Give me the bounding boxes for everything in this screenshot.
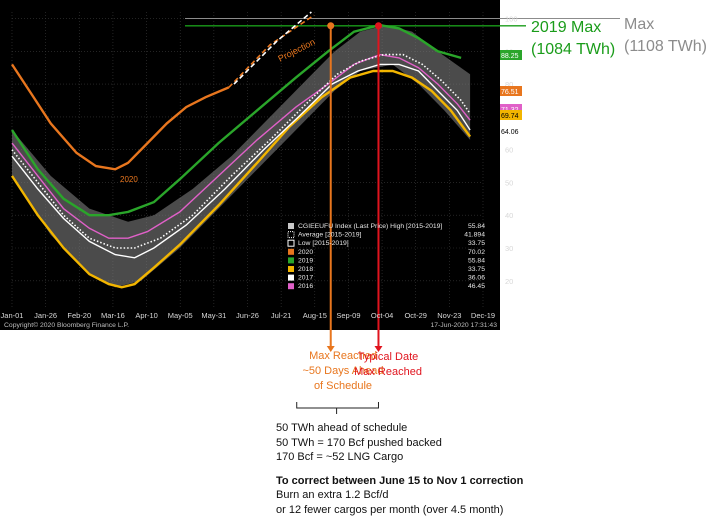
note-line-4: Burn an extra 1.2 Bcf/d xyxy=(276,489,389,501)
callout-typical-date: Typical Date Max Reached xyxy=(348,350,428,380)
callout-orange-line3: of Schedule xyxy=(313,380,373,392)
legend-swatch xyxy=(288,223,294,229)
legend-swatch xyxy=(288,257,294,264)
legend-value: 33.75 xyxy=(468,240,485,247)
x-tick-label: Sep-09 xyxy=(336,311,360,320)
note-line-3: 170 Bcf = ~52 LNG Cargo xyxy=(276,451,404,463)
series-line-average-2015-2019- xyxy=(11,53,471,249)
x-tick-label: Jul-21 xyxy=(271,311,291,320)
chart-panel: Projection2020203040506070809010088.2576… xyxy=(0,0,620,414)
value-tag xyxy=(500,126,522,136)
x-tick-label: Apr-10 xyxy=(135,311,158,320)
annotation-2019-max-value: (1084 TWh) xyxy=(531,41,616,58)
series-line-2020 xyxy=(10,63,230,171)
callout-orange-line2: ~50 Days Ahead xyxy=(302,365,384,377)
note-line-5: or 12 fewer cargos per month (over 4.5 m… xyxy=(276,503,504,516)
y-tick-label: 80 xyxy=(505,80,513,89)
x-tick-label: Feb-20 xyxy=(67,311,91,320)
legend-value: 33.75 xyxy=(468,266,485,273)
legend-value: 55.84 xyxy=(468,257,485,264)
y-tick-label: 20 xyxy=(505,277,513,286)
series-label-2020: 2020 xyxy=(120,175,138,184)
footer-copyright: Copyright© 2020 Bloomberg Finance L.P. xyxy=(4,321,129,329)
legend-value: 46.45 xyxy=(468,283,485,290)
notes-block: 50 TWh ahead of schedule 50 TWh = 170 Bc… xyxy=(276,421,523,517)
legend-swatch xyxy=(288,248,294,255)
x-tick-label: Mar-16 xyxy=(101,311,125,320)
series-line-projection xyxy=(228,14,315,88)
series-line-2016 xyxy=(11,53,471,239)
annotation-2019-max: 2019 Max xyxy=(531,19,602,36)
series-line-2017 xyxy=(11,63,471,259)
legend-label: Average [2015-2019] xyxy=(298,232,361,239)
x-tick-label: May-05 xyxy=(168,311,193,320)
legend-value: 41.894 xyxy=(464,232,485,239)
marker-dot-max-reached xyxy=(327,22,335,30)
y-tick-label: 30 xyxy=(505,244,513,253)
annotation-max: Max xyxy=(624,16,655,33)
legend-swatch xyxy=(287,231,295,239)
series-line-2018 xyxy=(10,69,472,289)
value-tag xyxy=(500,50,522,60)
y-tick-label: 100 xyxy=(505,15,518,24)
arrow-head xyxy=(374,346,383,352)
value-tag xyxy=(500,110,522,120)
legend-label: 2017 xyxy=(298,275,313,282)
range-band xyxy=(12,25,471,288)
callout-red-line2: Max Reached xyxy=(354,366,422,378)
legend-label: 2018 xyxy=(298,266,313,273)
value-tag-text: 64.06 xyxy=(501,129,519,136)
x-tick-label: Oct-29 xyxy=(404,311,427,320)
marker-dot-typical-date xyxy=(374,22,382,30)
legend-value: 70.02 xyxy=(468,249,485,256)
x-tick-label: Aug-15 xyxy=(303,311,327,320)
x-tick-label: Jun-26 xyxy=(236,311,259,320)
value-tag-text: 88.25 xyxy=(501,53,519,60)
x-tick-label: Oct-04 xyxy=(371,311,394,320)
value-tag-text: 69.74 xyxy=(501,113,519,120)
callout-red-line1: Typical Date xyxy=(357,351,419,363)
value-tag xyxy=(500,86,522,96)
annotation-max-value: (1108 TWh) xyxy=(624,38,707,55)
projection-label: Projection xyxy=(276,37,316,64)
legend-value: 55.84 xyxy=(468,223,485,230)
x-tick-label: May-31 xyxy=(201,311,226,320)
legend-value: 36.06 xyxy=(468,275,485,282)
legend-swatch xyxy=(288,266,294,272)
bracket xyxy=(296,402,379,414)
arrow-head xyxy=(326,346,335,352)
legend-swatch xyxy=(288,283,294,290)
x-tick-label: Nov-23 xyxy=(437,311,461,320)
note-line-1: 50 TWh ahead of schedule xyxy=(276,422,408,434)
legend-label: CGIEEUFU Index (Last Price) High [2015-2… xyxy=(298,223,442,230)
x-tick-label: Dec-19 xyxy=(471,311,495,320)
footer-timestamp: 17-Jun-2020 17:31:43 xyxy=(430,322,497,329)
y-tick-label: 60 xyxy=(505,146,513,155)
x-tick-label: Jan-26 xyxy=(34,311,57,320)
value-tag-text: 76.51 xyxy=(501,89,519,96)
note-line-2: 50 TWh = 170 Bcf pushed backed xyxy=(276,436,442,449)
legend-label: Low [2015-2019] xyxy=(298,240,349,247)
legend-label: 2020 xyxy=(298,249,313,256)
callout-orange-line1: Max Reached xyxy=(309,350,377,362)
callout-max-reached: Max Reached ~50 Days Ahead of Schedule xyxy=(268,349,418,394)
legend-label: 2019 xyxy=(298,257,313,264)
legend-swatch xyxy=(287,239,295,247)
series-line-2019 xyxy=(10,23,462,217)
y-tick-label: 50 xyxy=(505,178,513,187)
legend-label: 2016 xyxy=(298,283,313,290)
series-line-white-dashed xyxy=(233,11,312,85)
value-tag xyxy=(500,104,522,114)
y-tick-label: 40 xyxy=(505,211,513,220)
legend-swatch xyxy=(288,274,294,281)
x-tick-label: Jan-01 xyxy=(1,311,24,320)
note-heading: To correct between June 15 to Nov 1 corr… xyxy=(276,474,524,487)
